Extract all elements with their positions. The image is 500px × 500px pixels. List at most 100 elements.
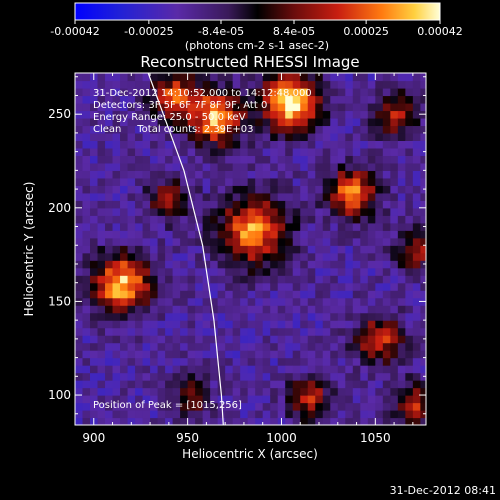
heatmap-cell [150,192,159,201]
heatmap-cell [255,357,264,366]
heatmap-cell [247,117,256,127]
heatmap-cell [397,327,406,336]
annotation-time-range: 31-Dec-2012 14:10:52.000 to 14:12:48.000 [93,88,312,99]
heatmap-cell [345,402,354,411]
heatmap-cell [112,170,121,179]
heatmap-cell [382,132,391,141]
heatmap-cell [277,327,286,336]
heatmap-cell [405,170,414,179]
heatmap-cell [210,335,219,344]
heatmap-cell [165,267,174,276]
heatmap-cell [307,402,316,411]
heatmap-cell [112,245,121,254]
heatmap-cell [75,215,84,224]
heatmap-cell [352,380,361,389]
heatmap-cell [210,245,219,254]
heatmap-cell [165,395,174,404]
heatmap-cell [375,275,384,284]
heatmap-cell [90,80,99,89]
heatmap-cell [420,245,426,254]
heatmap-cell [97,305,106,314]
heatmap-cell [330,402,339,411]
heatmap-cell [180,207,189,216]
heatmap-cell [255,275,264,284]
heatmap-cell [112,350,121,359]
heatmap-cell [345,132,354,141]
heatmap-cell [277,87,286,97]
heatmap-cell [97,282,106,291]
heatmap-cell [165,237,174,246]
heatmap-cell [135,162,144,171]
heatmap-cell [307,350,316,359]
heatmap-cell [135,80,144,89]
heatmap-cell [82,192,91,201]
heatmap-cell [135,192,144,201]
heatmap-cell [180,320,189,329]
heatmap-cell [300,380,309,389]
heatmap-cell [247,335,256,344]
heatmap-cell [247,297,256,306]
heatmap-cell [240,335,249,344]
heatmap-cell [397,200,406,209]
heatmap-cell [277,132,286,141]
heatmap-cell [127,140,136,149]
heatmap-cell [75,327,84,336]
heatmap-cell [270,102,279,112]
heatmap-cell [165,342,174,351]
heatmap-cell [277,282,286,291]
heatmap-cell [390,207,399,216]
heatmap-cell [195,342,204,351]
heatmap-cell [187,177,196,186]
heatmap-cell [135,335,144,344]
heatmap-cell [157,305,166,314]
heatmap-cell [300,177,309,186]
heatmap-cell [225,73,234,82]
heatmap-cell [390,245,399,254]
heatmap-cell [135,372,144,381]
heatmap-cell [232,110,241,119]
heatmap-cell [112,192,121,201]
heatmap-cell [172,267,181,276]
heatmap-cell [120,162,129,171]
heatmap-cell [382,95,391,104]
heatmap-cell [247,372,256,381]
heatmap-cell [360,395,369,404]
heatmap-cell [352,95,361,104]
heatmap-cell [292,350,301,359]
heatmap-cell [270,95,279,104]
heatmap-cell [420,252,426,261]
heatmap-cell [142,245,151,254]
heatmap-cell [157,177,166,186]
heatmap-cell [232,305,241,314]
heatmap-cell [90,200,99,209]
heatmap-cell [210,230,219,239]
heatmap-cell [165,410,174,419]
heatmap-cell [262,275,271,284]
heatmap-cell [142,177,151,186]
heatmap-cell [142,252,151,261]
heatmap-cell [195,380,204,389]
heatmap-cell [187,237,196,246]
heatmap-cell [322,80,331,89]
heatmap-cell [165,222,174,231]
heatmap-cell [397,275,406,284]
heatmap-cell [150,297,159,306]
heatmap-cell [135,200,144,209]
heatmap-cell [180,110,189,119]
heatmap-cell [375,402,384,411]
heatmap-cell [315,380,324,389]
heatmap-cell [255,342,264,351]
heatmap-cell [202,170,211,179]
heatmap-cell [307,372,316,381]
heatmap-cell [285,245,294,254]
heatmap-cell [97,87,106,97]
heatmap-cell [240,402,249,411]
heatmap-cell [75,95,84,104]
heatmap-cell [262,320,271,329]
heatmap-cell [225,87,234,97]
heatmap-cell [82,87,91,97]
heatmap-cell [135,147,144,156]
heatmap-cell [127,237,136,246]
heatmap-cell [150,290,159,299]
heatmap-cell [217,170,226,179]
